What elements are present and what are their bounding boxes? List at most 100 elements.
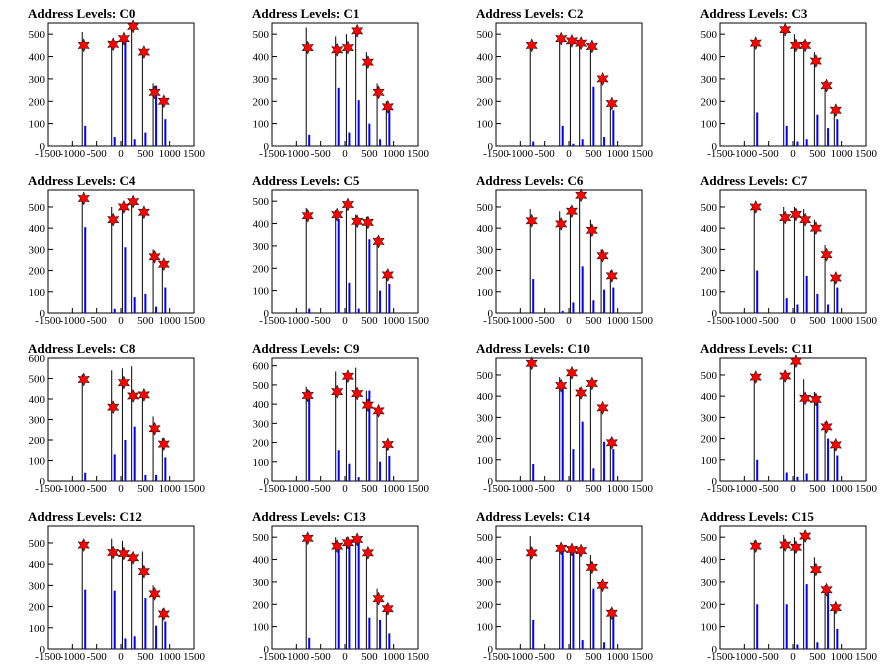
x-tick-label: 0 bbox=[566, 651, 572, 663]
x-tick-label: 500 bbox=[585, 483, 602, 495]
peak-star-marker bbox=[372, 591, 385, 606]
x-tick-label: -500 bbox=[87, 651, 108, 663]
chart-title: Address Levels: C3 bbox=[700, 6, 808, 21]
chart-title: Address Levels: C11 bbox=[700, 341, 813, 356]
peak-star-marker bbox=[555, 216, 568, 232]
peak-star-marker bbox=[809, 562, 823, 577]
x-tick-label: -1500 bbox=[707, 148, 733, 160]
y-tick-label: 200 bbox=[253, 438, 270, 450]
x-tick-label: -1500 bbox=[259, 483, 285, 495]
x-tick-label: 1500 bbox=[631, 483, 654, 495]
chart-title: Address Levels: C12 bbox=[28, 509, 142, 524]
x-tick-label: -1000 bbox=[507, 483, 533, 495]
x-tick-label: -1500 bbox=[259, 148, 285, 160]
x-tick-label: 500 bbox=[809, 148, 826, 160]
peak-star-marker bbox=[809, 221, 823, 236]
peak-star-marker bbox=[301, 531, 314, 546]
peak-star-marker bbox=[596, 248, 609, 263]
chart-panel: Address Levels: C70100200300400500-1500-… bbox=[700, 173, 878, 327]
x-tick-label: 1500 bbox=[855, 651, 878, 663]
peak-star-marker bbox=[107, 545, 120, 560]
peak-star-marker bbox=[565, 542, 579, 557]
x-tick-label: -1000 bbox=[507, 148, 533, 160]
peak-star-marker bbox=[555, 31, 568, 46]
y-tick-label: 400 bbox=[253, 219, 270, 231]
x-tick-label: 1500 bbox=[855, 483, 878, 495]
y-tick-label: 0 bbox=[488, 476, 494, 488]
plot-frame bbox=[47, 357, 195, 482]
x-tick-label: 0 bbox=[790, 148, 796, 160]
y-tick-label: 300 bbox=[477, 74, 494, 86]
y-tick-label: 100 bbox=[253, 119, 270, 131]
x-tick-label: -1000 bbox=[507, 315, 533, 327]
y-tick-label: 200 bbox=[29, 602, 46, 614]
chart-title: Address Levels: C6 bbox=[476, 173, 584, 188]
y-tick-label: 200 bbox=[253, 599, 270, 611]
y-tick-label: 300 bbox=[253, 418, 270, 430]
y-tick-label: 400 bbox=[701, 52, 718, 64]
x-tick-label: 0 bbox=[118, 651, 124, 663]
x-tick-label: 1500 bbox=[407, 315, 430, 327]
peak-star-marker bbox=[148, 421, 161, 436]
peak-star-marker bbox=[361, 55, 375, 70]
peak-star-marker bbox=[126, 388, 140, 404]
y-tick-label: 200 bbox=[253, 96, 270, 108]
peak-star-marker bbox=[605, 606, 619, 621]
peak-star-marker bbox=[381, 267, 395, 283]
peak-star-marker bbox=[798, 212, 812, 227]
peak-star-marker bbox=[574, 385, 588, 401]
x-tick-label: -500 bbox=[87, 483, 108, 495]
peak-star-marker bbox=[525, 356, 538, 371]
x-tick-label: -1000 bbox=[507, 651, 533, 663]
x-tick-label: 1000 bbox=[607, 483, 630, 495]
x-tick-label: -500 bbox=[759, 651, 780, 663]
y-tick-label: 300 bbox=[701, 244, 718, 256]
y-tick-label: 200 bbox=[29, 266, 46, 278]
peak-star-marker bbox=[372, 234, 385, 249]
y-tick-label: 100 bbox=[29, 119, 46, 131]
y-tick-label: 100 bbox=[253, 286, 270, 298]
peak-star-marker bbox=[331, 538, 344, 554]
x-tick-label: 500 bbox=[361, 483, 378, 495]
peak-star-marker bbox=[798, 391, 812, 406]
y-tick-label: 0 bbox=[488, 308, 494, 320]
peak-star-marker bbox=[117, 375, 131, 390]
plot-frame bbox=[495, 525, 643, 650]
peak-star-marker bbox=[137, 205, 151, 220]
x-tick-label: 1000 bbox=[383, 315, 406, 327]
y-tick-label: 300 bbox=[477, 244, 494, 256]
x-tick-label: -1500 bbox=[259, 315, 285, 327]
peak-star-marker bbox=[372, 85, 385, 100]
x-tick-label: -1500 bbox=[35, 483, 61, 495]
chart-panel: Address Levels: C14 0 100 200 300 400 500 -1500… bbox=[476, 509, 654, 663]
x-tick-label: 0 bbox=[566, 148, 572, 160]
peak-star-marker bbox=[779, 210, 792, 225]
x-tick-label: 0 bbox=[342, 651, 348, 663]
peak-star-marker bbox=[301, 388, 314, 403]
chart-title: Address Levels: C1 bbox=[252, 6, 359, 21]
peak-star-marker bbox=[525, 38, 538, 53]
x-tick-label: -1500 bbox=[35, 315, 61, 327]
peak-star-marker bbox=[77, 38, 90, 53]
chart-title: Address Levels: C9 bbox=[252, 341, 360, 356]
y-tick-label: 100 bbox=[701, 287, 718, 299]
peak-star-marker bbox=[107, 37, 120, 52]
x-tick-label: -500 bbox=[311, 148, 332, 160]
y-tick-label: 400 bbox=[701, 223, 718, 235]
x-tick-label: 1000 bbox=[383, 651, 406, 663]
x-tick-label: -500 bbox=[535, 651, 556, 663]
peak-star-marker bbox=[126, 194, 140, 209]
x-tick-label: 500 bbox=[585, 651, 602, 663]
y-tick-label: 300 bbox=[29, 415, 46, 427]
y-tick-label: 0 bbox=[40, 141, 46, 153]
peak-star-marker bbox=[798, 528, 812, 544]
chart-title: Address Levels: C15 bbox=[700, 509, 814, 524]
chart-title: Address Levels: C14 bbox=[476, 509, 590, 524]
x-tick-label: 1500 bbox=[631, 148, 654, 160]
x-tick-label: -1500 bbox=[483, 315, 509, 327]
x-tick-label: 1500 bbox=[183, 315, 206, 327]
peak-star-marker bbox=[77, 372, 90, 387]
plot-frame bbox=[47, 525, 195, 650]
x-tick-label: 1500 bbox=[183, 651, 206, 663]
x-tick-label: -500 bbox=[535, 315, 556, 327]
